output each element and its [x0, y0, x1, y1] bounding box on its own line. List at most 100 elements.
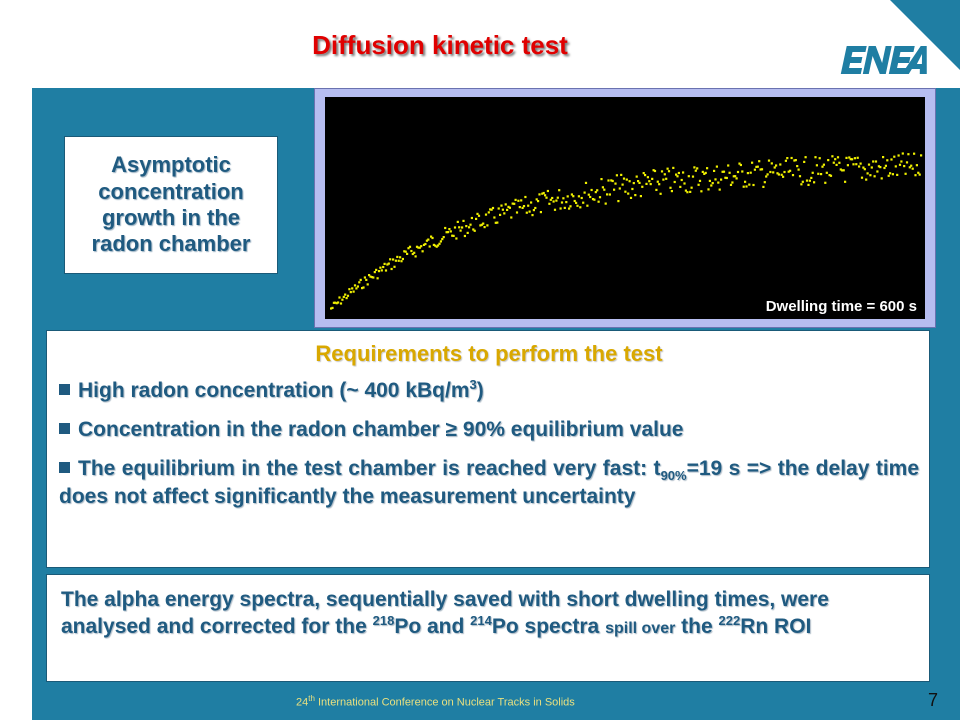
- plot-point: [783, 170, 786, 174]
- bullet-square-icon: [59, 384, 70, 395]
- plot-point: [844, 180, 847, 183]
- plot-area: Dwelling time = 600 s: [325, 97, 925, 319]
- plot-point: [428, 245, 431, 248]
- plot-point: [882, 156, 885, 159]
- plot-point: [566, 195, 569, 198]
- plot-point: [369, 275, 372, 278]
- plot-point: [601, 186, 604, 189]
- plot-point: [727, 164, 730, 167]
- plot-point: [524, 195, 527, 199]
- plot-point: [748, 183, 751, 186]
- requirements-title: Requirements to perform the test: [315, 341, 663, 366]
- plot-point: [829, 174, 833, 177]
- plot-point: [797, 168, 800, 171]
- plot-point: [862, 166, 865, 169]
- plot-point: [544, 194, 547, 197]
- plot-point: [417, 246, 420, 249]
- plot-point: [704, 171, 707, 174]
- plot-point: [675, 173, 678, 176]
- plot-point: [762, 185, 765, 188]
- plot-point: [818, 157, 821, 160]
- plot-point: [330, 307, 333, 310]
- plot-point: [496, 221, 499, 224]
- plot-point: [663, 173, 666, 176]
- plot-point: [691, 175, 695, 178]
- plot-point: [745, 185, 748, 188]
- plot-point: [614, 182, 617, 185]
- plot-point: [407, 247, 410, 250]
- plot-point: [893, 155, 896, 158]
- plot-point: [422, 243, 426, 246]
- plot-point: [491, 206, 495, 210]
- plot-point: [484, 213, 488, 216]
- plot-point: [420, 245, 423, 248]
- plot-point: [570, 193, 573, 196]
- plot-point: [397, 259, 400, 262]
- plot-point: [894, 165, 897, 168]
- bullet-square-icon: [59, 462, 70, 474]
- plot-point: [506, 208, 509, 211]
- plot-point: [572, 195, 575, 198]
- plot-point: [800, 183, 803, 186]
- plot-point: [584, 181, 588, 184]
- plot-point: [603, 188, 606, 191]
- plot-point: [608, 193, 611, 196]
- plot-point: [528, 210, 531, 213]
- plot-point: [866, 172, 869, 175]
- plot-point: [401, 257, 404, 261]
- plot-point: [384, 269, 388, 272]
- plot-point: [714, 178, 717, 181]
- asymptotic-growth-box: Asymptotic concentration growth in the r…: [64, 136, 278, 274]
- plot-point: [403, 250, 406, 253]
- plot-point: [462, 219, 465, 222]
- plot-point: [815, 164, 818, 167]
- plot-point: [421, 250, 424, 253]
- plot-point: [794, 159, 797, 162]
- plot-point: [846, 164, 849, 167]
- plot-point: [707, 188, 710, 191]
- plot-point: [744, 180, 747, 183]
- plot-point: [611, 179, 614, 183]
- plot-point: [432, 243, 435, 246]
- plot-point: [477, 214, 481, 217]
- plot-point: [673, 180, 676, 184]
- plot-point: [659, 192, 662, 195]
- plot-point: [628, 180, 631, 183]
- plot-point: [375, 268, 378, 271]
- plot-point: [568, 207, 571, 210]
- plot-point: [779, 163, 782, 166]
- plot-point: [777, 173, 780, 176]
- plot-point: [773, 166, 776, 169]
- plot-point: [379, 266, 382, 269]
- plot-point: [361, 287, 364, 290]
- plot-point: [393, 265, 396, 268]
- plot-point: [382, 265, 385, 269]
- plot-point: [710, 184, 713, 187]
- plot-point: [625, 178, 628, 181]
- plot-point: [389, 258, 392, 261]
- plot-point: [610, 179, 613, 182]
- plot-point: [798, 175, 802, 178]
- plot-point: [507, 205, 510, 208]
- plot-point: [886, 159, 889, 162]
- plot-point: [889, 172, 892, 175]
- conference-footer: 24th International Conference on Nuclear…: [296, 694, 575, 709]
- plot-point: [418, 246, 421, 249]
- plot-point: [380, 269, 383, 272]
- plot-point: [497, 207, 500, 210]
- plot-point: [679, 185, 682, 188]
- plot-point: [400, 260, 403, 263]
- plot-point: [706, 167, 709, 170]
- plot-point: [596, 189, 599, 192]
- plot-point: [780, 173, 783, 176]
- plot-point: [769, 170, 772, 174]
- plot-point: [555, 199, 558, 202]
- plot-point: [404, 250, 407, 253]
- plot-point: [660, 170, 664, 173]
- plot-point: [376, 277, 379, 280]
- plot-point: [817, 172, 820, 175]
- plot-point: [511, 202, 514, 205]
- plot-point: [908, 166, 911, 169]
- plot-point: [453, 226, 457, 229]
- dwelling-time-label: Dwelling time = 600 s: [765, 298, 917, 315]
